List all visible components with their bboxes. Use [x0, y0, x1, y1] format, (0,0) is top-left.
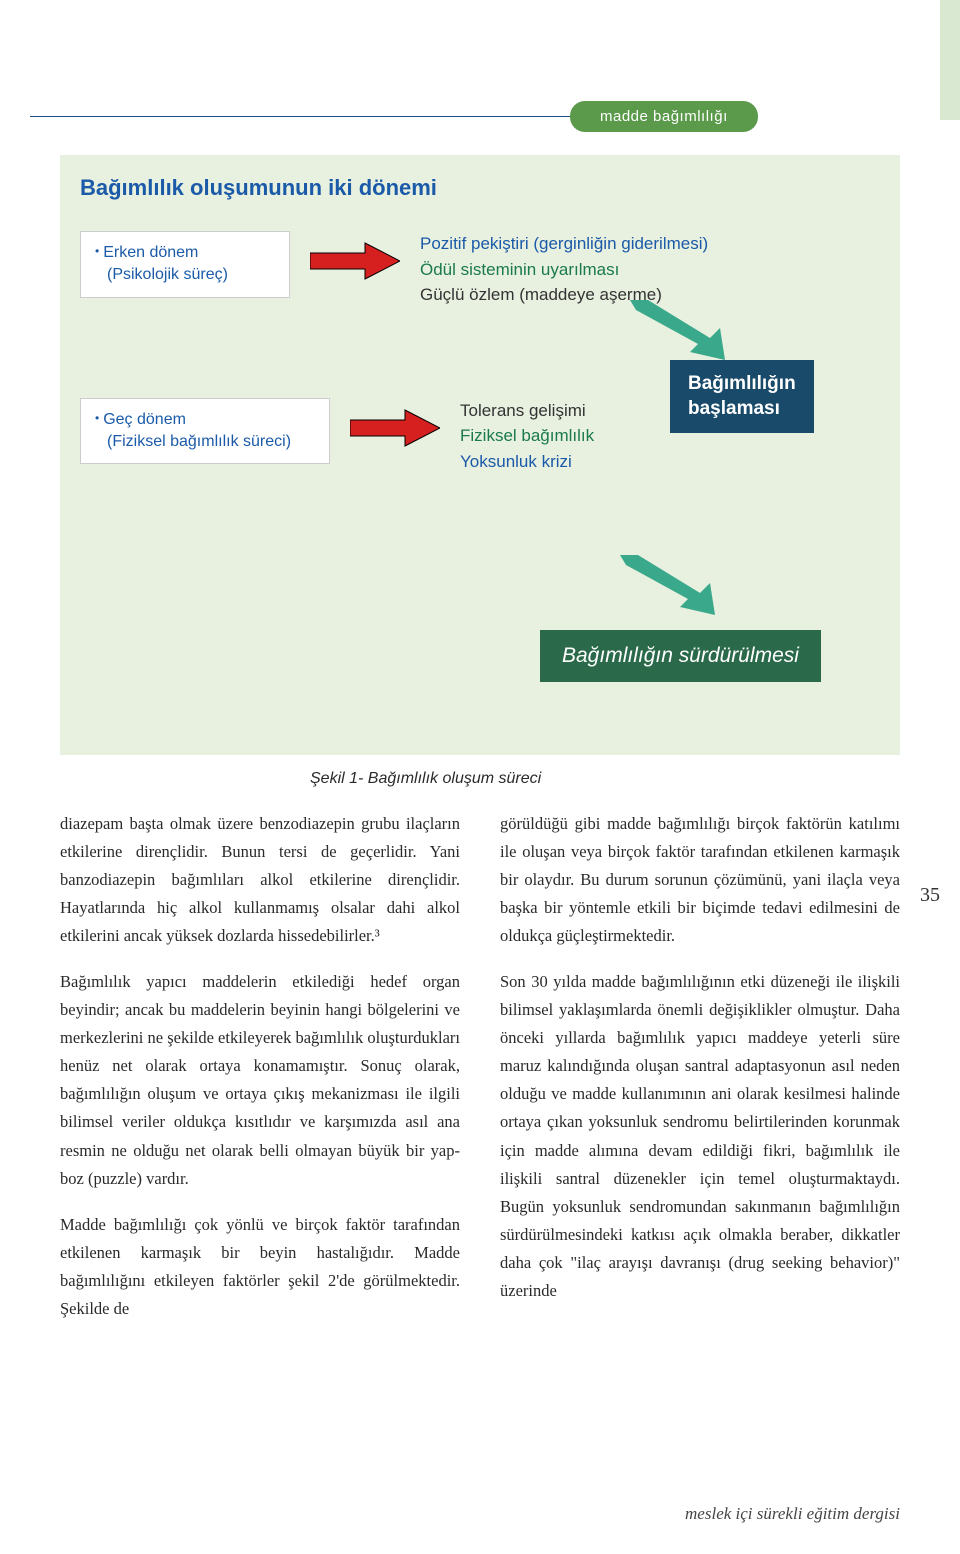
- diagram-figure: Bağımlılık oluşumunun iki dönemi •Erken …: [60, 155, 900, 755]
- effect2-line2: Fiziksel bağımlılık: [460, 423, 594, 449]
- para: Madde bağımlılığı çok yönlü ve birçok fa…: [60, 1211, 460, 1323]
- figure-caption: Şekil 1- Bağımlılık oluşum süreci: [310, 770, 541, 788]
- para: diazepam başta olmak üzere benzodiazepin…: [60, 810, 460, 950]
- dark1-line1: Bağımlılığın: [688, 373, 796, 394]
- diagram-row-early: •Erken dönem (Psikolojik süreç) Pozitif …: [80, 231, 880, 308]
- section-badge: madde bağımlılığı: [570, 101, 758, 132]
- right-column: görüldüğü gibi madde bağımlılığı birçok …: [500, 810, 900, 1341]
- box2-line2: (Fiziksel bağımlılık süreci): [95, 433, 291, 450]
- effects-early: Pozitif pekiştiri (gerginliğin giderilme…: [420, 231, 708, 308]
- box-early-phase: •Erken dönem (Psikolojik süreç): [80, 231, 290, 298]
- arrow-teal-icon: [630, 300, 730, 360]
- effects-late: Tolerans gelişimi Fiziksel bağımlılık Yo…: [460, 398, 594, 475]
- effect2-line3: Yoksunluk krizi: [460, 449, 594, 475]
- box1-line1: Erken dönem: [103, 244, 198, 261]
- para: Bağımlılık yapıcı maddelerin etkilediği …: [60, 968, 460, 1192]
- effect2-line1: Tolerans gelişimi: [460, 398, 594, 424]
- para: Son 30 yılda madde bağımlılığının etki d…: [500, 968, 900, 1305]
- left-column: diazepam başta olmak üzere benzodiazepin…: [60, 810, 460, 1341]
- diagram-row-late: •Geç dönem (Fiziksel bağımlılık süreci) …: [80, 398, 880, 475]
- body-columns: diazepam başta olmak üzere benzodiazepin…: [60, 810, 900, 1341]
- para: görüldüğü gibi madde bağımlılığı birçok …: [500, 810, 900, 950]
- side-tab: [940, 0, 960, 120]
- arrow-red-icon: [310, 241, 400, 281]
- effect1-line2: Ödül sisteminin uyarılması: [420, 257, 708, 283]
- page-number: 35: [920, 884, 940, 907]
- box-late-phase: •Geç dönem (Fiziksel bağımlılık süreci): [80, 398, 330, 465]
- arrow-red-icon: [350, 408, 440, 448]
- box1-line2: (Psikolojik süreç): [95, 266, 228, 283]
- dark-box-continuation: Bağımlılığın sürdürülmesi: [540, 630, 821, 682]
- journal-footer: meslek içi sürekli eğitim dergisi: [685, 1504, 900, 1524]
- effect1-line1: Pozitif pekiştiri (gerginliğin giderilme…: [420, 231, 708, 257]
- diagram-title: Bağımlılık oluşumunun iki dönemi: [80, 175, 880, 201]
- header-divider: [30, 116, 570, 117]
- box2-line1: Geç dönem: [103, 411, 186, 428]
- arrow-teal-icon: [620, 555, 720, 615]
